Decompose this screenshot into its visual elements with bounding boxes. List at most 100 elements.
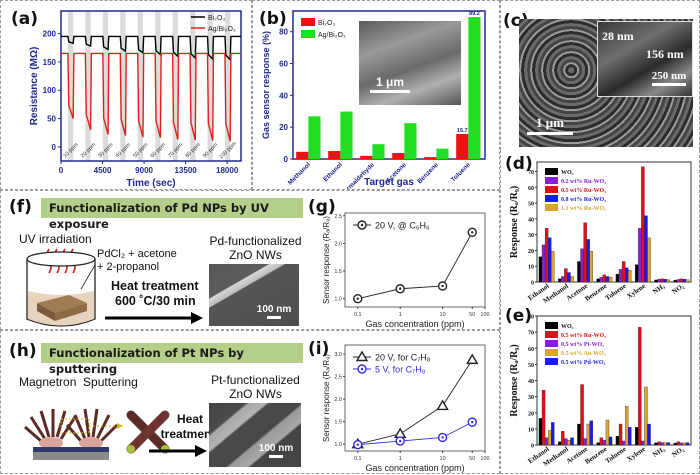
- y-axis-label: Sensor response (Rₐ/R₉): [322, 354, 331, 442]
- bar: [685, 442, 690, 446]
- x-tick-label: NO₂: [670, 282, 685, 296]
- series-line-0: [61, 35, 241, 62]
- bar: [538, 256, 543, 283]
- bar: [599, 277, 603, 283]
- data-point-dot: [356, 297, 359, 300]
- bar: [596, 442, 600, 446]
- legend-label: WO₃: [561, 170, 574, 176]
- bar: [663, 279, 667, 283]
- y-tick-label: 30: [528, 395, 534, 401]
- bar: [570, 437, 574, 446]
- plot-frame: [344, 212, 486, 308]
- legend-label: 0.5 wt% Pt-WO₃: [561, 342, 604, 348]
- bar: [602, 274, 607, 283]
- x-tick-label: Toluene: [604, 445, 628, 465]
- x-tick-label: 18000: [216, 166, 239, 175]
- bar: [682, 279, 687, 283]
- scale-bar-pd: 100 nm: [253, 304, 295, 319]
- y-tick-label: 70: [528, 170, 534, 176]
- bar: [586, 239, 590, 283]
- y-tick-label: 0: [284, 155, 289, 164]
- bar: [586, 423, 590, 446]
- x-tick-label: Benzene: [416, 161, 440, 185]
- legend-label: Bi₂O₃: [318, 20, 335, 27]
- bar: [673, 442, 677, 446]
- exposure-stripe: [120, 11, 126, 161]
- bar: [615, 435, 620, 446]
- legend-swatch: [545, 340, 558, 347]
- bar: [372, 144, 385, 159]
- x-tick-label: 10: [440, 456, 446, 462]
- y-axis-label: Gas sensor response (%): [261, 31, 271, 139]
- bar: [685, 279, 690, 283]
- uv-irradiation-label: UV irradiation: [19, 232, 92, 246]
- treatment-label: treatment: [160, 427, 216, 441]
- y-tick-label: 80: [528, 315, 534, 321]
- x-tick-label: 50: [469, 456, 475, 462]
- y-tick-label: 50: [47, 115, 56, 124]
- x-tick-label: Benzene: [583, 282, 608, 303]
- x-tick-label: 1: [399, 312, 402, 318]
- bar: [628, 270, 632, 283]
- series-line-1: [61, 52, 241, 142]
- x-tick-label: 50: [469, 312, 475, 318]
- bar: [608, 277, 613, 283]
- data-point-dot: [398, 439, 402, 443]
- bar: [602, 440, 607, 446]
- bar: [570, 276, 574, 283]
- x-tick-label: 4500: [94, 166, 112, 175]
- scale-bar-c-inset: 250 nm: [648, 70, 690, 86]
- bar: [621, 261, 626, 283]
- beaker-wall: [26, 259, 96, 327]
- product-label-1: Pd-functionalized: [209, 234, 302, 248]
- bar: [538, 418, 543, 446]
- data-point-triangle: [355, 350, 369, 362]
- data-point-dot: [441, 284, 444, 288]
- y-tick-label: 150: [43, 58, 57, 67]
- panel-label-f: (f): [9, 197, 32, 217]
- plot-frame: [536, 315, 692, 446]
- bar: [558, 278, 562, 283]
- panel-f: (f) Functionalization of Pd NPs by UV ex…: [0, 190, 500, 330]
- bar: [657, 441, 661, 446]
- y-axis-label: Response (Rₐ/R₉): [509, 344, 520, 416]
- x-tick-label: 13500: [174, 166, 197, 175]
- chart-d-ru-wo3: EthanolMethanolAcetoneBenzeneTolueneXyle…: [509, 161, 692, 305]
- y-tick-label: 2.0: [334, 241, 342, 247]
- bar: [561, 276, 565, 283]
- inset-label-156nm: 156 nm: [646, 47, 684, 61]
- y-tick-label: 0: [531, 281, 534, 287]
- bar: [605, 276, 610, 283]
- y-tick-label: 60: [528, 186, 534, 192]
- bar: [666, 442, 670, 446]
- bar: [599, 437, 603, 446]
- section-header-pd: Functionalization of Pd NPs by UV exposu…: [41, 198, 303, 231]
- y-tick-label: 200: [43, 30, 57, 39]
- exposure-stripe: [137, 11, 143, 161]
- legend-swatch: [545, 195, 558, 202]
- y-tick-label: 1.0: [334, 442, 342, 448]
- y-tick-label: 10: [528, 265, 534, 271]
- bar: [625, 267, 629, 283]
- series-line-1: [357, 421, 473, 446]
- legend-label: 0.8 wt% Ru-WO₃: [561, 197, 606, 203]
- y-tick-label: 0: [52, 143, 57, 152]
- bar: [618, 269, 623, 283]
- bar: [635, 427, 639, 446]
- y-tick-label: 20: [279, 123, 288, 132]
- y-tick-label: 80: [279, 28, 288, 37]
- bar: [544, 228, 549, 283]
- bar: [596, 278, 600, 283]
- bar: [577, 423, 581, 446]
- bar: [625, 406, 629, 446]
- y-tick-label: 100: [43, 86, 57, 95]
- bar: [564, 268, 568, 283]
- y-tick-label: 3.0: [334, 352, 342, 358]
- y-tick-label: 20: [528, 411, 534, 417]
- y-tick-label: 60: [279, 60, 288, 69]
- x-tick-label: 100: [480, 312, 489, 318]
- data-point-dot: [356, 443, 359, 446]
- bar: [644, 386, 648, 446]
- x-tick-label: Methanol: [287, 161, 312, 186]
- x-tick-label: 0: [59, 166, 64, 175]
